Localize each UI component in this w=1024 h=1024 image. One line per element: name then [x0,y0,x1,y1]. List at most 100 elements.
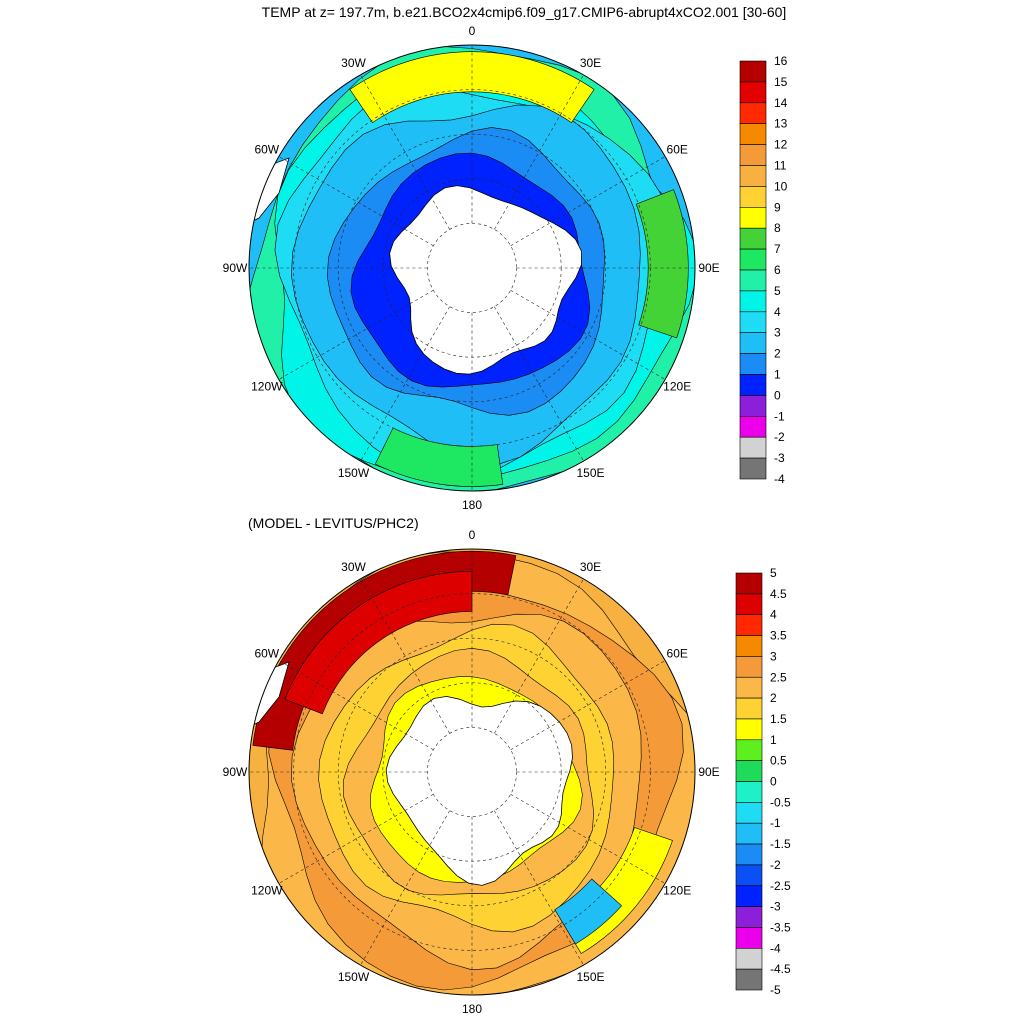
colorbar-swatch [739,457,767,480]
colorbar-label: 14 [774,96,788,110]
colorbar-swatch [739,165,767,187]
longitude-label: 150W [338,970,370,984]
colorbar-difference: 5 4.5 4 3.5 3 2.5 2 1.5 1 0.5 0 -0.5 -1 -1.5 -2 -2.5 -3 -… [735,566,791,997]
colorbar-label: 0.5 [770,754,787,768]
colorbar-swatch [735,802,763,824]
colorbar-swatch [735,760,763,782]
colorbar-swatch [739,395,767,417]
colorbar-swatch [735,614,763,636]
colorbar-swatch [739,415,767,438]
colorbar-swatch [735,697,763,720]
figure-title: TEMP at z= 197.7m, b.e21.BCO2x4cmip6.f09… [262,4,787,20]
longitude-label: 30E [580,56,601,70]
colorbar-swatch [739,374,767,396]
colorbar-label: -1.5 [770,837,791,851]
longitude-label: 180 [462,1002,482,1016]
colorbar-swatch [735,843,763,866]
colorbar-label: 7 [774,242,781,256]
contour-patch [349,51,595,124]
colorbar-swatch [739,207,767,229]
colorbar-swatch [735,968,763,991]
longitude-label: 90E [698,765,719,779]
longitude-label: 60W [254,143,279,157]
colorbar-label: 0 [774,388,781,402]
colorbar-label: 12 [774,138,788,152]
colorbar-swatch [739,353,767,375]
colorbar-label: 16 [774,54,788,68]
colorbar-swatch [735,656,763,678]
longitude-label: 0 [469,528,476,542]
colorbar-label: 4 [770,608,777,622]
colorbar-swatch [735,676,763,699]
colorbar-label: 9 [774,200,781,214]
colorbar-swatch [735,572,763,595]
colorbar-label: 13 [774,117,788,131]
colorbar-label: 6 [774,263,781,277]
colorbar-swatch [739,227,767,250]
colorbar-swatch [735,864,763,887]
longitude-label: 120E [663,380,691,394]
colorbar-label: -3 [774,451,785,465]
colorbar-swatch [735,635,763,657]
longitude-label: 120E [663,884,691,898]
colorbar-label: 11 [774,159,787,173]
colorbar-swatch [735,906,763,928]
colorbar-label: -2.5 [770,879,791,893]
colorbar-label: -5 [770,983,781,997]
contour-patch [554,878,623,945]
longitude-label: 30W [341,56,366,70]
colorbar-swatch [739,102,767,125]
longitude-label: 150E [576,466,604,480]
colorbar-label: -4.5 [770,962,791,976]
colorbar-swatch [735,822,763,845]
longitude-label: 60E [667,647,688,661]
map-boundary [248,548,696,996]
colorbar-label: 2 [770,691,777,705]
colorbar-label: -1 [774,409,785,423]
contour-patch [635,189,689,339]
map-panel-difference: 0 30E 60E 90E 120E 150E 180 150W 120W 90W 60W 30W [223,528,720,1016]
colorbar-label: 4 [774,305,781,319]
colorbar-label: -4 [770,941,781,955]
colorbar-label: 5 [774,284,781,298]
colorbar-swatch [739,436,767,459]
contour-patch [374,427,504,487]
colorbar-label: 3 [770,649,777,663]
colorbar-swatch [739,311,767,333]
colorbar-swatch [735,781,763,803]
colorbar-swatch [735,927,763,949]
panel-2-subtitle: (MODEL - LEVITUS/PHC2) [248,515,419,531]
colorbar-label: 1 [770,733,777,747]
colorbar-swatch [739,248,767,271]
colorbar-swatch [739,60,767,83]
colorbar-label: 2 [774,347,781,361]
colorbar-label: 0 [770,775,777,789]
colorbar-label: 3.5 [770,629,787,643]
colorbar-label: 2.5 [770,670,787,684]
graticule [249,549,695,995]
longitude-label: 180 [462,498,482,512]
antarctica-landmass [385,695,573,886]
colorbar-swatch [739,123,767,145]
map-boundary [248,44,696,492]
colorbar-swatch [739,290,767,313]
graticule [249,45,695,491]
colorbar-label: -2 [774,430,785,444]
colorbar-swatch [735,718,763,741]
colorbar-swatch [735,739,763,761]
colorbar-label: -1 [770,816,781,830]
colorbar-label: -3 [770,900,781,914]
colorbar-swatch [739,81,767,104]
longitude-label: 60W [254,647,279,661]
colorbar-swatch [739,332,767,354]
map-field [249,549,695,995]
longitude-label: 30W [341,560,366,574]
longitude-label: 30E [580,560,601,574]
longitude-label: 90E [698,261,719,275]
longitude-label: 120W [251,380,283,394]
colorbar-swatch [739,269,767,292]
colorbar-label: 10 [774,179,788,193]
colorbar-label: -0.5 [770,795,791,809]
colorbar-label: -2 [770,858,781,872]
